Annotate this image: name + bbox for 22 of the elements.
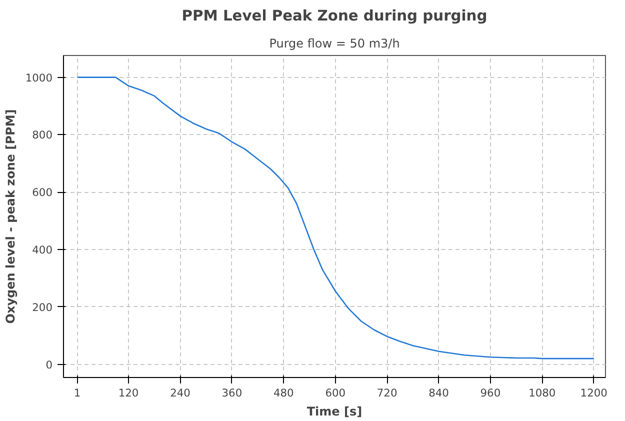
- y-tick-label: 600: [32, 186, 53, 200]
- y-tick-label: 200: [32, 300, 53, 314]
- x-axis-title: Time [s]: [306, 404, 362, 418]
- x-tick-label: 960: [480, 386, 501, 400]
- y-tick-label: 1000: [25, 71, 53, 84]
- x-tick-label: 240: [170, 386, 191, 400]
- y-tick-label: 800: [32, 128, 53, 142]
- x-tick-label: 480: [273, 386, 294, 400]
- y-axis-title: Oxygen level - peak zone [PPM]: [3, 109, 18, 324]
- x-tick-label: 600: [325, 386, 346, 400]
- x-tick-label: 1080: [528, 386, 556, 400]
- line-series: [76, 76, 595, 360]
- x-tick-label: 120: [118, 386, 139, 400]
- y-tick-label: 0: [46, 358, 53, 372]
- x-tick-label: 720: [376, 386, 398, 400]
- x-tick-label: 840: [428, 386, 450, 400]
- x-tick-label: 360: [222, 386, 242, 400]
- chart-subtitle: Purge flow = 50 m3/h: [269, 36, 400, 50]
- chart-title: PPM Level Peak Zone during purging: [182, 8, 488, 24]
- x-tick-label: 1200: [580, 386, 608, 400]
- x-tick-label: 1: [74, 386, 81, 400]
- y-tick-label: 400: [32, 244, 53, 257]
